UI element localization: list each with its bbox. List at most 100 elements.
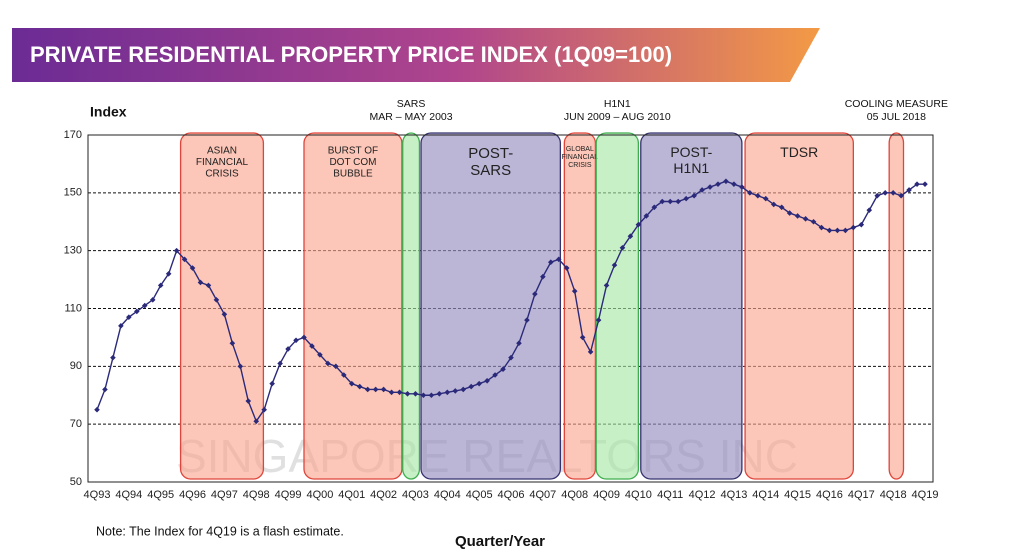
data-point [603, 282, 610, 289]
period-label: POST- [468, 145, 513, 162]
data-point [476, 380, 482, 387]
data-point [173, 247, 180, 254]
period-box [563, 132, 597, 480]
data-point [213, 297, 220, 303]
data-point [651, 204, 658, 211]
period-note: JUN 2009 – AUG 2010 [564, 111, 671, 123]
data-point [317, 351, 323, 358]
period-label: CRISIS [568, 162, 592, 169]
x-tick-label: 4Q08 [561, 489, 588, 501]
data-point [675, 198, 681, 205]
data-point [141, 302, 148, 309]
x-tick-label: 4Q15 [784, 489, 811, 501]
data-point [619, 244, 626, 251]
data-point [906, 187, 912, 193]
data-point [762, 195, 769, 202]
x-tick-label: 4Q96 [179, 489, 206, 501]
x-tick-label: 4Q11 [657, 489, 683, 501]
period-box [402, 132, 421, 480]
data-point [333, 363, 339, 370]
data-point [826, 227, 833, 234]
data-point [548, 259, 554, 266]
period-label: BURST OF [328, 146, 378, 157]
period-label: FINANCIAL [196, 157, 249, 168]
data-point [157, 282, 164, 289]
data-point [810, 218, 817, 225]
data-point [739, 184, 745, 190]
period-label: SARS [470, 162, 511, 179]
data-point [245, 398, 252, 404]
data-point [396, 389, 403, 396]
data-point [723, 178, 729, 185]
x-tick-label: 4Q13 [720, 489, 747, 501]
data-point [420, 392, 427, 399]
data-point [452, 388, 459, 394]
data-point [293, 337, 299, 344]
data-point [468, 383, 474, 390]
data-point [914, 181, 920, 187]
data-point [691, 192, 697, 199]
period-label: DOT COM [329, 157, 376, 168]
data-point [611, 262, 618, 268]
data-point [842, 227, 849, 234]
data-point [818, 224, 825, 231]
data-point [149, 297, 156, 303]
data-point [699, 187, 705, 193]
data-point [627, 233, 634, 240]
data-point [261, 406, 267, 413]
chart-title: PRIVATE RESIDENTIAL PROPERTY PRICE INDEX… [30, 42, 672, 67]
data-point [786, 210, 793, 216]
x-tick-label: 4Q14 [752, 489, 779, 501]
data-point [436, 391, 443, 397]
data-point [858, 221, 865, 228]
x-tick-label: 4Q95 [147, 489, 174, 501]
data-point [555, 256, 562, 263]
data-point [635, 221, 642, 228]
x-tick-label: 4Q17 [848, 489, 875, 501]
y-tick-label: 70 [70, 418, 82, 430]
data-point [309, 343, 315, 349]
period-note: MAR – MAY 2003 [370, 111, 453, 123]
data-point [102, 386, 108, 393]
data-point [221, 311, 228, 318]
x-tick-label: 4Q18 [880, 489, 907, 501]
data-point [571, 288, 578, 294]
x-tick-label: 4Q94 [115, 489, 142, 501]
data-point [770, 201, 777, 208]
data-point [715, 181, 721, 187]
data-point [118, 323, 124, 329]
y-tick-label: 170 [64, 129, 82, 141]
y-tick-label: 150 [64, 187, 82, 199]
data-point [683, 195, 689, 202]
data-point [850, 224, 857, 231]
data-point [229, 340, 236, 346]
data-point [508, 354, 514, 361]
y-tick-label: 110 [64, 302, 82, 314]
x-tick-label: 4Q93 [84, 489, 111, 501]
x-tick-label: 4Q04 [434, 489, 461, 501]
data-point [659, 198, 666, 205]
data-point [348, 380, 355, 387]
x-tick-label: 4Q06 [498, 489, 525, 501]
data-point [269, 380, 275, 387]
period-note: H1N1 [604, 98, 631, 110]
title-banner [12, 28, 820, 82]
data-point [579, 334, 586, 341]
y-tick-label: 90 [70, 360, 82, 372]
period-note: COOLING MEASURE [845, 98, 948, 110]
data-point [94, 406, 100, 413]
data-point [563, 265, 570, 271]
period-box [888, 132, 905, 480]
period-box [595, 132, 640, 480]
data-point [356, 383, 363, 390]
data-point [110, 354, 116, 361]
period-label: BUBBLE [333, 169, 373, 180]
data-point [524, 317, 530, 323]
period-label: POST- [670, 144, 712, 160]
y-axis-label: Index [90, 104, 127, 120]
period-label: GLOBAL [566, 146, 594, 153]
period-note: 05 JUL 2018 [867, 111, 926, 123]
data-point [484, 377, 490, 384]
x-tick-label: 4Q98 [243, 489, 270, 501]
x-tick-label: 4Q99 [275, 489, 302, 501]
